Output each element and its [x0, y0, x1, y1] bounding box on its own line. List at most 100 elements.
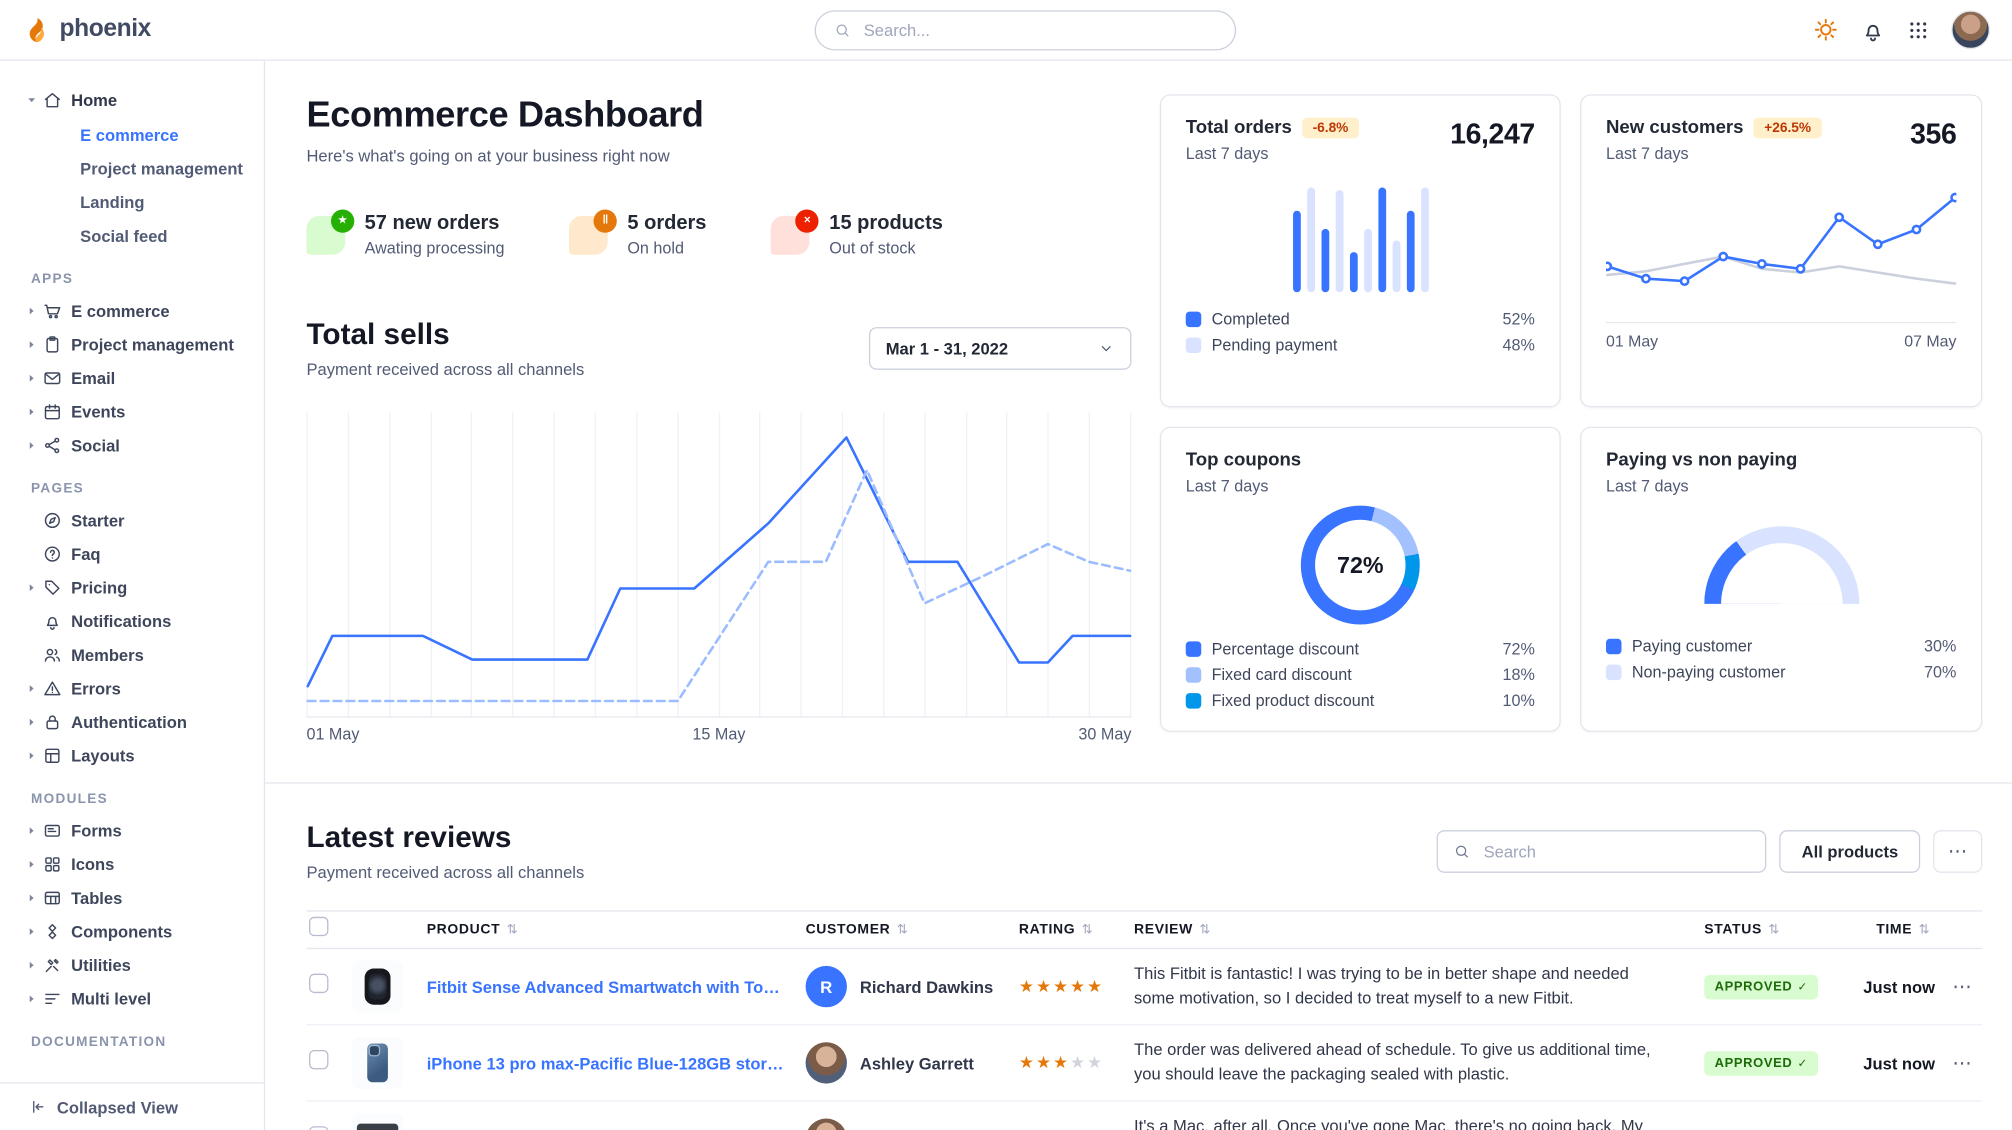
column-header-rating[interactable]: RATING ⇅	[1018, 921, 1094, 938]
new-customers-value: 356	[1910, 117, 1957, 150]
review-text: It's a Mac, after all. Once you've gone …	[1134, 1116, 1643, 1130]
more-options-button[interactable]: ⋯	[1933, 829, 1983, 873]
apps-grid-button[interactable]	[1907, 19, 1929, 41]
question-circle-icon	[43, 544, 62, 563]
users-icon	[43, 645, 62, 664]
sort-icon: ⇅	[1768, 922, 1780, 937]
column-header-status[interactable]: STATUS ⇅	[1704, 921, 1780, 938]
product-image-macbook	[351, 1113, 404, 1130]
column-header-review[interactable]: REVIEW ⇅	[1134, 921, 1211, 938]
topbar-actions	[1813, 10, 2012, 50]
reviews-search	[1437, 829, 1767, 873]
total-sells-chart	[306, 410, 1132, 718]
sidebar-item-landing[interactable]: Landing	[80, 192, 145, 212]
caret-right-icon	[26, 716, 43, 728]
sidebar-item-pricing[interactable]: Pricing	[0, 570, 264, 604]
caret-right-icon	[26, 439, 43, 451]
section-label-modules: MODULES	[31, 791, 108, 807]
sidebar-item-home[interactable]: Home	[0, 81, 264, 117]
sidebar-item-email[interactable]: Email	[0, 361, 264, 395]
main-content: Ecommerce Dashboard Here's what's going …	[265, 61, 2012, 1130]
product-link[interactable]: iPhone 13 pro max-Pacific Blue-128GB sto…	[426, 1053, 796, 1073]
section-label-documentation: DOCUMENTATION	[31, 1034, 167, 1050]
check-icon: ✓	[1797, 1056, 1808, 1070]
sidebar-item-icons[interactable]: Icons	[0, 847, 264, 881]
sidebar-item-starter[interactable]: Starter	[0, 503, 264, 537]
home-icon	[43, 90, 62, 109]
caret-right-icon	[26, 892, 43, 904]
caret-right-icon	[26, 824, 43, 836]
clipboard-icon	[43, 334, 62, 353]
star-glyph-icon: ★	[331, 208, 355, 233]
sidebar-item-notifications[interactable]: Notifications	[0, 604, 264, 638]
compass-icon	[43, 510, 62, 529]
notifications-button[interactable]	[1861, 17, 1886, 42]
legend-item: Fixed product discount 10%	[1185, 692, 1535, 710]
product-link[interactable]: Fitbit Sense Advanced Smartwatch with To…	[426, 976, 806, 997]
sidebar-item-components[interactable]: Components	[0, 914, 264, 948]
collapsed-view-toggle[interactable]: Collapsed View	[0, 1082, 264, 1130]
theme-toggle-button[interactable]	[1813, 17, 1839, 43]
column-header-customer[interactable]: CUSTOMER ⇅	[805, 921, 909, 938]
section-label-apps: APPS	[31, 271, 74, 288]
row-checkbox[interactable]	[309, 973, 329, 994]
caret-right-icon	[26, 992, 43, 1004]
customer-cell: R Richard Dawkins	[805, 965, 1019, 1008]
select-all-checkbox[interactable]	[309, 916, 329, 937]
column-header-time[interactable]: TIME ⇅	[1876, 921, 1931, 938]
column-header-product[interactable]: PRODUCT ⇅	[426, 921, 519, 938]
caret-down-icon	[26, 94, 43, 106]
reviews-search-input[interactable]	[1480, 839, 1750, 862]
product-image-smartwatch	[351, 960, 404, 1013]
caret-right-icon	[26, 305, 43, 317]
sidebar-item-events[interactable]: Events	[0, 394, 264, 428]
bell-icon	[43, 611, 62, 630]
caret-right-icon	[26, 581, 43, 593]
all-products-button[interactable]: All products	[1779, 829, 1921, 873]
legend-item: Percentage discount 72%	[1185, 640, 1535, 658]
legend-swatch	[1185, 667, 1202, 683]
sidebar-item-apps-project-management[interactable]: Project management	[0, 327, 264, 361]
brand-logo[interactable]: phoenix	[0, 15, 151, 45]
row-checkbox[interactable]	[309, 1126, 329, 1130]
sidebar-item-forms[interactable]: Forms	[0, 813, 264, 847]
row-actions-button[interactable]: ⋯	[1952, 975, 1972, 998]
sidebar-item-layouts[interactable]: Layouts	[0, 738, 264, 772]
sidebar-item-social-feed[interactable]: Social feed	[80, 225, 168, 246]
table-row: Fitbit Sense Advanced Smartwatch with To…	[306, 949, 1983, 1026]
sidebar-item-errors[interactable]: Errors	[0, 671, 264, 705]
product-image-iphone	[351, 1037, 404, 1089]
sidebar-item-project-management[interactable]: Project management	[80, 158, 243, 178]
legend-swatch	[1605, 664, 1622, 681]
reviews-subtitle: Payment received across all channels	[306, 862, 585, 882]
sidebar-item-members[interactable]: Members	[0, 637, 264, 671]
new-orders-icon: ★	[306, 208, 355, 255]
legend-item: Fixed card discount 18%	[1185, 666, 1535, 684]
total-orders-bar-chart	[1186, 176, 1535, 293]
sidebar-item-multi-level[interactable]: Multi level	[0, 981, 264, 1015]
sidebar-item-apps-ecommerce[interactable]: E commerce	[0, 294, 264, 328]
row-checkbox[interactable]	[309, 1049, 329, 1070]
total-sells-subtitle: Payment received across all channels	[306, 359, 585, 379]
global-search-input[interactable]	[861, 19, 1217, 42]
card-paying-vs-non-paying: Paying vs non paying Last 7 days Payi	[1580, 426, 1983, 732]
sidebar-item-utilities[interactable]: Utilities	[0, 948, 264, 982]
sidebar-item-faq[interactable]: Faq	[0, 537, 264, 571]
phoenix-flame-icon	[29, 17, 44, 42]
bell-icon	[1861, 17, 1886, 42]
check-icon: ✓	[1797, 980, 1808, 994]
sidebar-item-social[interactable]: Social	[0, 428, 264, 462]
sidebar-item-authentication[interactable]: Authentication	[0, 705, 264, 739]
chevron-down-icon	[1098, 339, 1115, 356]
legend-swatch	[1185, 311, 1202, 328]
time-cell: Just now	[1863, 1053, 1936, 1073]
list-levels-icon	[43, 989, 62, 1008]
row-actions-button[interactable]: ⋯	[1952, 1051, 1972, 1074]
date-range-select[interactable]: Mar 1 - 31, 2022	[868, 326, 1132, 370]
user-avatar[interactable]	[1951, 10, 1991, 50]
paying-gauge-chart	[1703, 526, 1859, 604]
rating-stars: ★★★★★	[1018, 976, 1104, 996]
sidebar-item-tables[interactable]: Tables	[0, 881, 264, 915]
sidebar-item-ecommerce[interactable]: E commerce	[80, 124, 179, 145]
